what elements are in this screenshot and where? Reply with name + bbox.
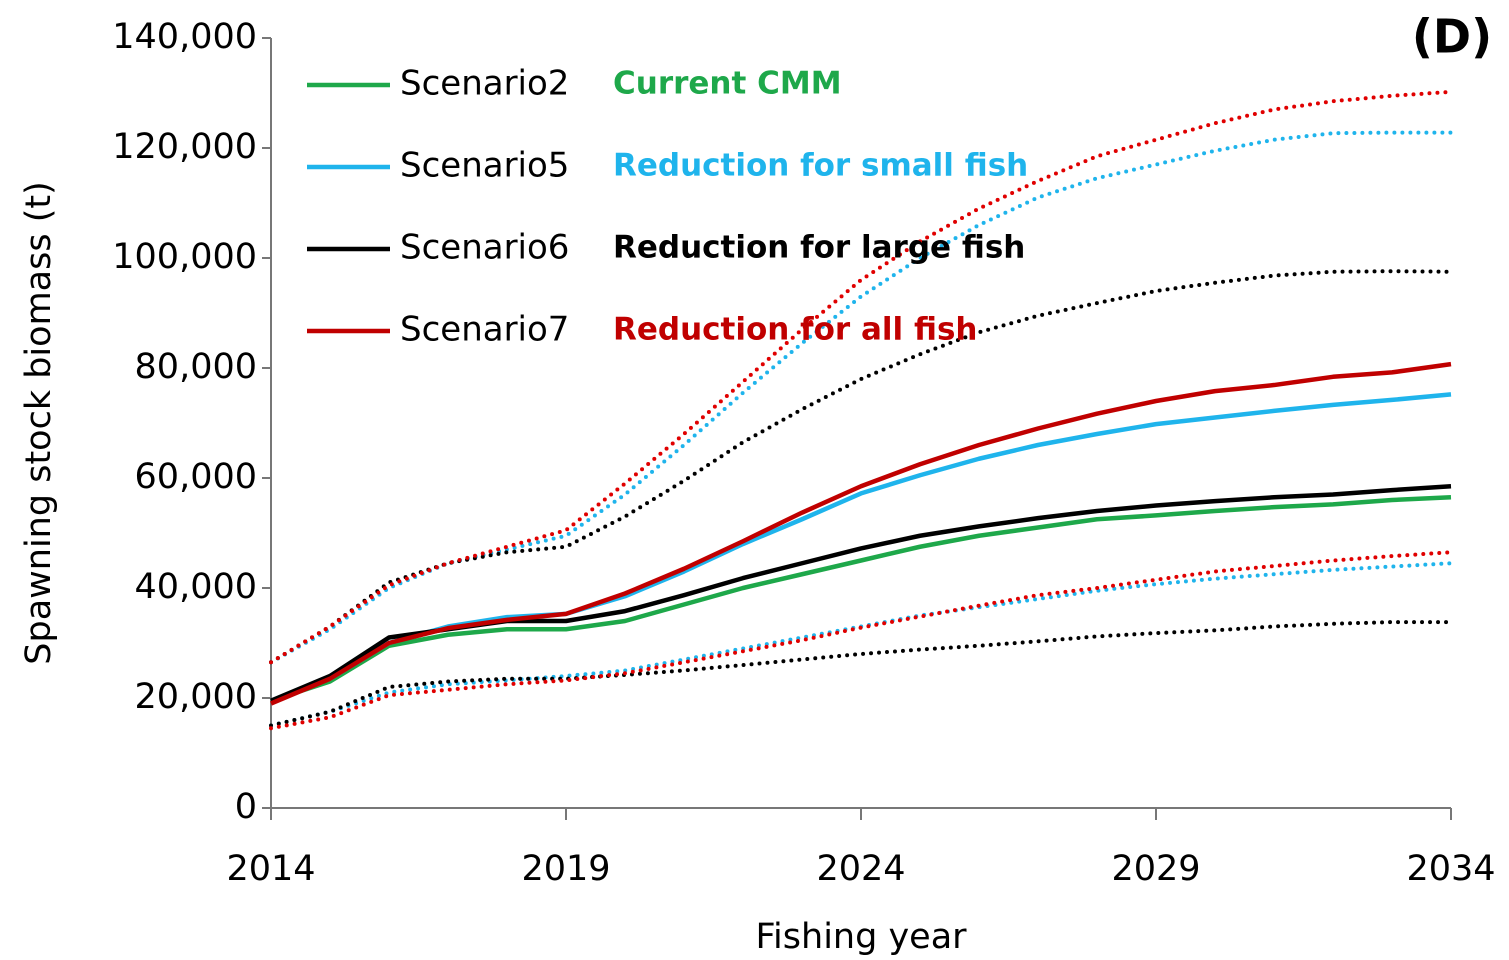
legend-description: Current CMM <box>613 66 842 102</box>
y-tick-label: 0 <box>235 787 257 827</box>
y-tick-label: 80,000 <box>135 347 257 387</box>
y-tick-label: 20,000 <box>135 677 257 717</box>
legend-description: Reduction for all fish <box>613 312 977 348</box>
series-line <box>270 484 1452 703</box>
legend-label: Scenario5 <box>400 146 569 186</box>
y-tick-label: 140,000 <box>112 17 257 57</box>
panel-label: (D) <box>1412 10 1492 64</box>
series-line <box>270 495 1452 703</box>
legend-label: Scenario7 <box>400 310 569 350</box>
bound-line <box>269 550 1453 731</box>
legend-label: Scenario2 <box>400 64 569 104</box>
y-tick-label: 60,000 <box>135 457 257 497</box>
bound-line <box>269 561 1453 728</box>
legend-description: Reduction for small fish <box>613 148 1028 184</box>
legend-label: Scenario6 <box>400 228 569 268</box>
y-tick-label: 120,000 <box>112 127 257 167</box>
y-axis-title: Spawning stock biomass (t) <box>19 181 59 664</box>
x-tick-label: 2024 <box>816 849 905 889</box>
bound-line <box>269 620 1453 728</box>
legend-description: Reduction for large fish <box>613 230 1025 266</box>
y-tick-label: 100,000 <box>112 237 257 277</box>
x-tick-label: 2029 <box>1111 849 1200 889</box>
x-tick-label: 2019 <box>521 849 610 889</box>
x-tick-label: 2014 <box>226 849 315 889</box>
x-axis-title: Fishing year <box>755 917 967 957</box>
x-tick-label: 2034 <box>1406 849 1495 889</box>
series-line <box>270 361 1452 706</box>
bound-line <box>269 89 1453 665</box>
bound-line <box>269 130 1453 665</box>
y-tick-label: 40,000 <box>135 567 257 607</box>
